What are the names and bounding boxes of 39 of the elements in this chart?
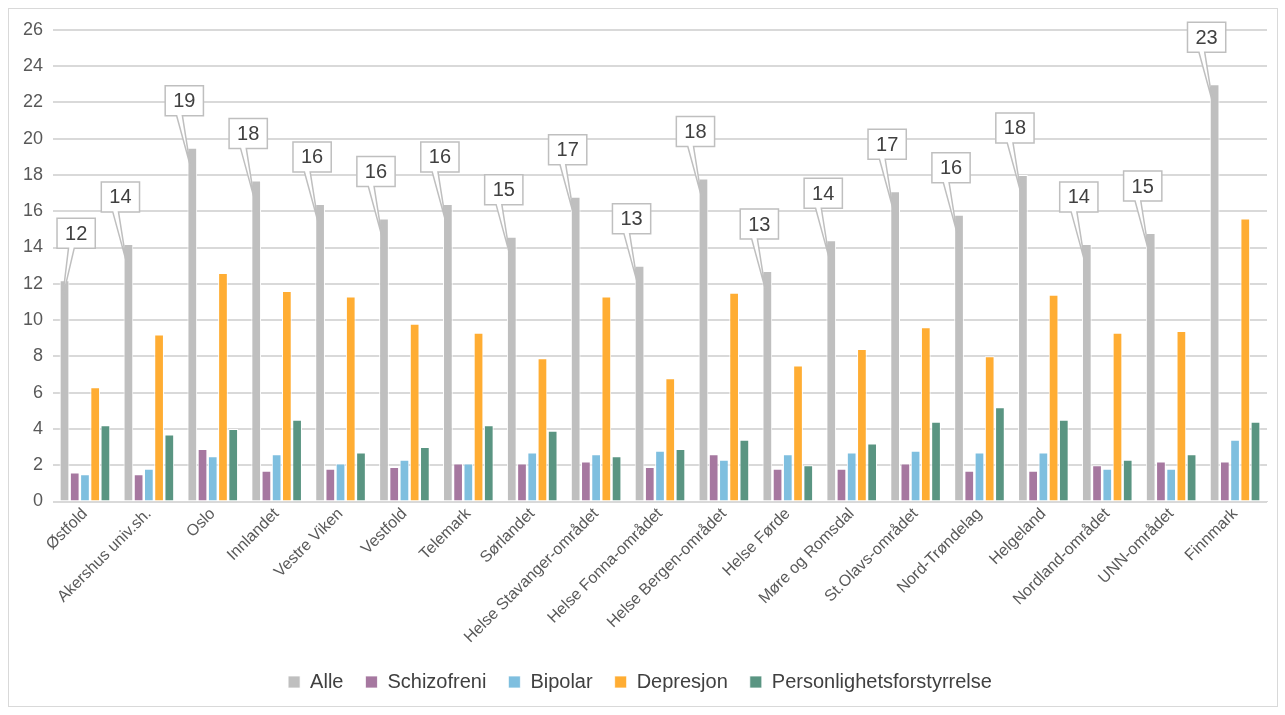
data-label: 14 — [1067, 185, 1090, 208]
y-tick-label: 22 — [22, 91, 44, 112]
legend-label: Schizofreni — [387, 669, 487, 692]
data-label: 13 — [748, 212, 771, 235]
legend-label: Depresjon — [636, 669, 728, 692]
data-label: 12 — [65, 221, 88, 244]
data-label: 16 — [300, 145, 324, 168]
y-tick-label: 4 — [33, 417, 44, 438]
legend-label: Personlighetsforstyrrelse — [771, 669, 992, 692]
legend-label: Bipolar — [530, 669, 593, 692]
y-tick-label: 8 — [33, 345, 44, 366]
data-label: 18 — [237, 121, 260, 144]
data-label: 16 — [428, 145, 452, 168]
x-tick-label: Oslo — [182, 504, 219, 540]
y-tick-label: 24 — [22, 55, 44, 76]
y-tick-label: 26 — [22, 18, 44, 39]
legend-label: Alle — [310, 669, 344, 692]
data-label: 13 — [620, 207, 643, 230]
data-label: 16 — [364, 160, 388, 182]
data-label: 19 — [173, 89, 196, 112]
y-tick-label: 0 — [33, 490, 44, 511]
y-tick-label: 6 — [33, 381, 44, 402]
data-label: 23 — [1195, 25, 1218, 48]
data-label: 14 — [812, 181, 835, 204]
data-label: 15 — [492, 178, 515, 201]
y-tick-label: 2 — [33, 454, 44, 475]
data-label: 18 — [1003, 116, 1027, 139]
y-tick-label: 14 — [22, 236, 44, 257]
y-tick-label: 20 — [22, 127, 44, 148]
y-tick-label: 12 — [22, 272, 44, 293]
data-label: 16 — [939, 156, 963, 179]
data-label: 18 — [684, 120, 707, 143]
data-label: 14 — [109, 185, 132, 208]
data-label: 17 — [556, 138, 579, 161]
y-tick-label: 18 — [22, 163, 44, 184]
data-label: 17 — [876, 132, 899, 155]
y-tick-label: 10 — [22, 309, 44, 330]
data-label: 15 — [1131, 174, 1154, 197]
y-tick-label: 16 — [22, 200, 44, 221]
